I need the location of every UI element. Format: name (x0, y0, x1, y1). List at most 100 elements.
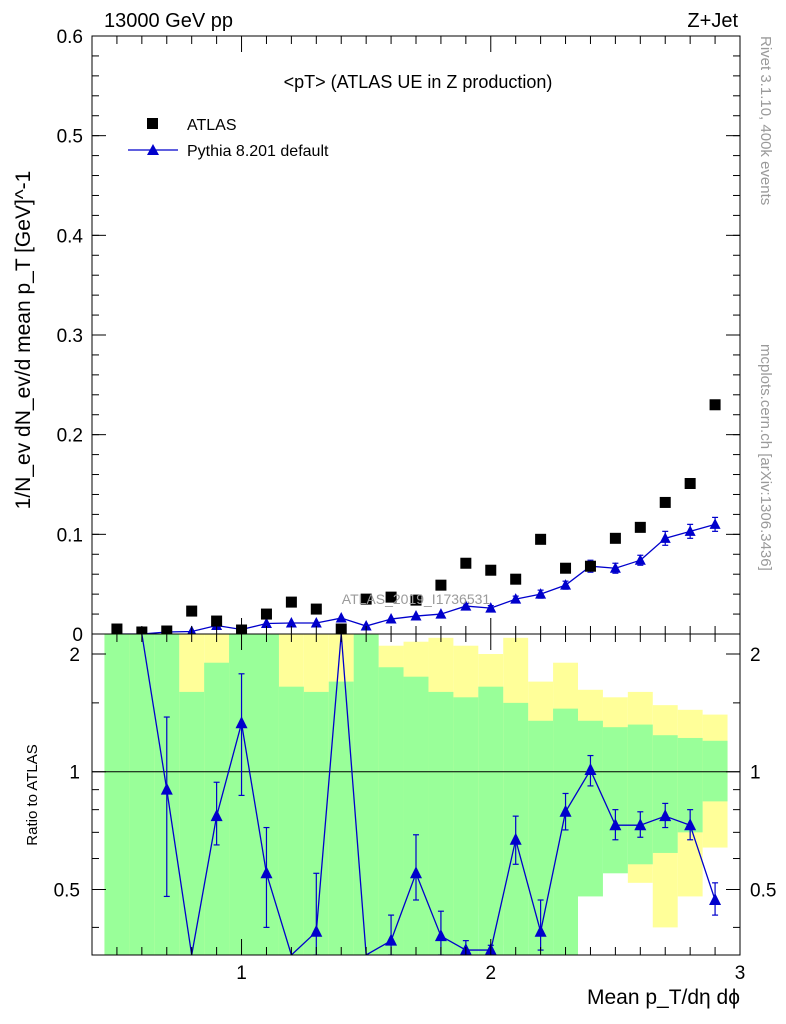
y-axis-label-main: 1/N_ev dN_ev/d mean p_T [GeV]^-1 (12, 171, 35, 510)
green-band-bin (278, 686, 304, 955)
main-pythia-point (535, 588, 547, 599)
main-pythia-point (360, 620, 372, 631)
ratio-pythia-point (410, 866, 422, 879)
main-pythia-point (560, 579, 572, 590)
ratio-pythia-point (210, 809, 223, 822)
ratio-pythia-point (584, 763, 597, 776)
main-atlas-point (211, 615, 223, 627)
main-pythia-point (410, 610, 422, 621)
main-atlas-point (609, 532, 621, 544)
main-pythia-point (285, 617, 297, 628)
main-atlas-point (260, 608, 272, 620)
ratio-ytick-label: 2 (69, 645, 80, 666)
green-band-bin (129, 634, 155, 955)
ratio-pythia-point (559, 804, 572, 817)
main-pythia-point (460, 600, 472, 611)
ratio-xtick-label: 2 (485, 963, 496, 984)
ratio-pythia-point (684, 818, 697, 831)
green-band-bin (578, 720, 603, 897)
green-band-bin (453, 697, 479, 955)
analysis-watermark: ATLAS_2019_I1736531 (342, 591, 491, 607)
ratio-ytick-label-right: 0.5 (750, 880, 776, 901)
main-ytick-label: 0.4 (57, 226, 84, 247)
main-atlas-point (659, 496, 671, 508)
ratio-pythia-point (235, 716, 248, 729)
main-ytick-label: 0.6 (57, 27, 83, 48)
main-atlas-point (535, 533, 547, 545)
main-pythia-point (335, 612, 347, 623)
main-atlas-point (285, 596, 297, 608)
ratio-pythia-point (634, 818, 647, 831)
ratio-pythia-point (509, 832, 522, 845)
green-band-bin (553, 708, 578, 955)
main-clipped-group (111, 399, 721, 635)
header-right: Z+Jet (687, 10, 738, 32)
ratio-pythia-point (659, 809, 672, 822)
ratio-pythia-point (385, 933, 398, 946)
main-atlas-point (435, 579, 447, 591)
green-band-bin (403, 676, 429, 955)
ratio-pythia-point (434, 929, 447, 942)
main-pythia-point (634, 554, 646, 565)
green-band-bin (602, 727, 628, 874)
ratio-pythia-point (609, 818, 622, 831)
main-atlas-point (460, 557, 472, 569)
ratio-ytick-label-right: 1 (750, 763, 761, 784)
legend-label-atlas: ATLAS (187, 117, 237, 134)
axes: 0 0.1 0.2 0.3 0.4 0.5 0.6 1 2 3 0.5 0.5 1 1 2 2 (54, 27, 777, 984)
ratio-ytick-label: 1 (69, 763, 80, 784)
green-band-bin (702, 740, 728, 802)
main-atlas-point (634, 521, 646, 533)
ratio-pythia-point (310, 924, 323, 937)
green-band-bin (179, 691, 205, 955)
main-atlas-point (385, 591, 397, 603)
y-axis-label-ratio-text: Ratio to ATLAS (24, 744, 41, 845)
main-ytick-label: 0.2 (57, 426, 83, 447)
green-band-bin (627, 724, 653, 865)
main-pythia-point (709, 518, 721, 529)
x-axis-label: Mean p_T/dη dϕ (587, 986, 740, 1009)
main-pythia-point (260, 617, 272, 629)
main-ytick-label: 0.3 (57, 326, 83, 347)
main-atlas-point (709, 399, 721, 411)
green-band-bin (353, 634, 379, 955)
ratio-xtick-label: 3 (735, 963, 746, 984)
legend-label-pythia: Pythia 8.201 default (187, 143, 329, 160)
main-atlas-point (485, 564, 497, 576)
ratio-pythia-point (709, 893, 722, 905)
ratio-ytick-label-right: 2 (750, 645, 761, 666)
main-pythia-point (310, 617, 322, 628)
y-axis-label-ratio: Ratio to ATLAS (24, 744, 41, 845)
ratio-clipped-group (141, 634, 722, 955)
main-atlas-point (360, 593, 372, 605)
ratio-pythia-line (141, 634, 716, 955)
legend-marker-atlas (147, 118, 158, 129)
green-band-bin (478, 686, 504, 955)
green-band-bin (328, 681, 354, 955)
main-atlas-point (310, 603, 322, 615)
main-atlas-point (410, 594, 422, 606)
legend-marker-pythia (147, 144, 159, 155)
ratio-pythia-point (260, 866, 273, 879)
ratio-xtick-label: 1 (236, 963, 247, 984)
main-pythia-point (609, 562, 621, 573)
main-ytick-label: 0.1 (57, 525, 83, 546)
main-atlas-point (684, 478, 696, 490)
main-pythia-point (435, 608, 447, 619)
ratio-panel (92, 634, 740, 955)
header-left: 13000 GeV pp (104, 10, 233, 32)
main-ytick-label: 0.5 (57, 127, 83, 148)
rivet-label: Rivet 3.1.10, 400k events (757, 36, 774, 205)
main-pythia-point (510, 593, 522, 604)
green-band-bin (652, 735, 678, 853)
green-band-bin (104, 634, 130, 955)
mcplots-label: mcplots.cern.ch [arXiv:1306.3436] (757, 344, 774, 571)
main-atlas-point (584, 560, 596, 572)
plot-title-text: <pT> (ATLAS UE in Z production) (284, 72, 553, 92)
legend: ATLAS Pythia 8.201 default (128, 117, 329, 160)
main-pythia-point (659, 532, 671, 543)
plot-title: <pT> (ATLAS UE in Z production) (284, 72, 553, 92)
main-atlas-point (186, 605, 198, 617)
main-panel (111, 399, 721, 635)
